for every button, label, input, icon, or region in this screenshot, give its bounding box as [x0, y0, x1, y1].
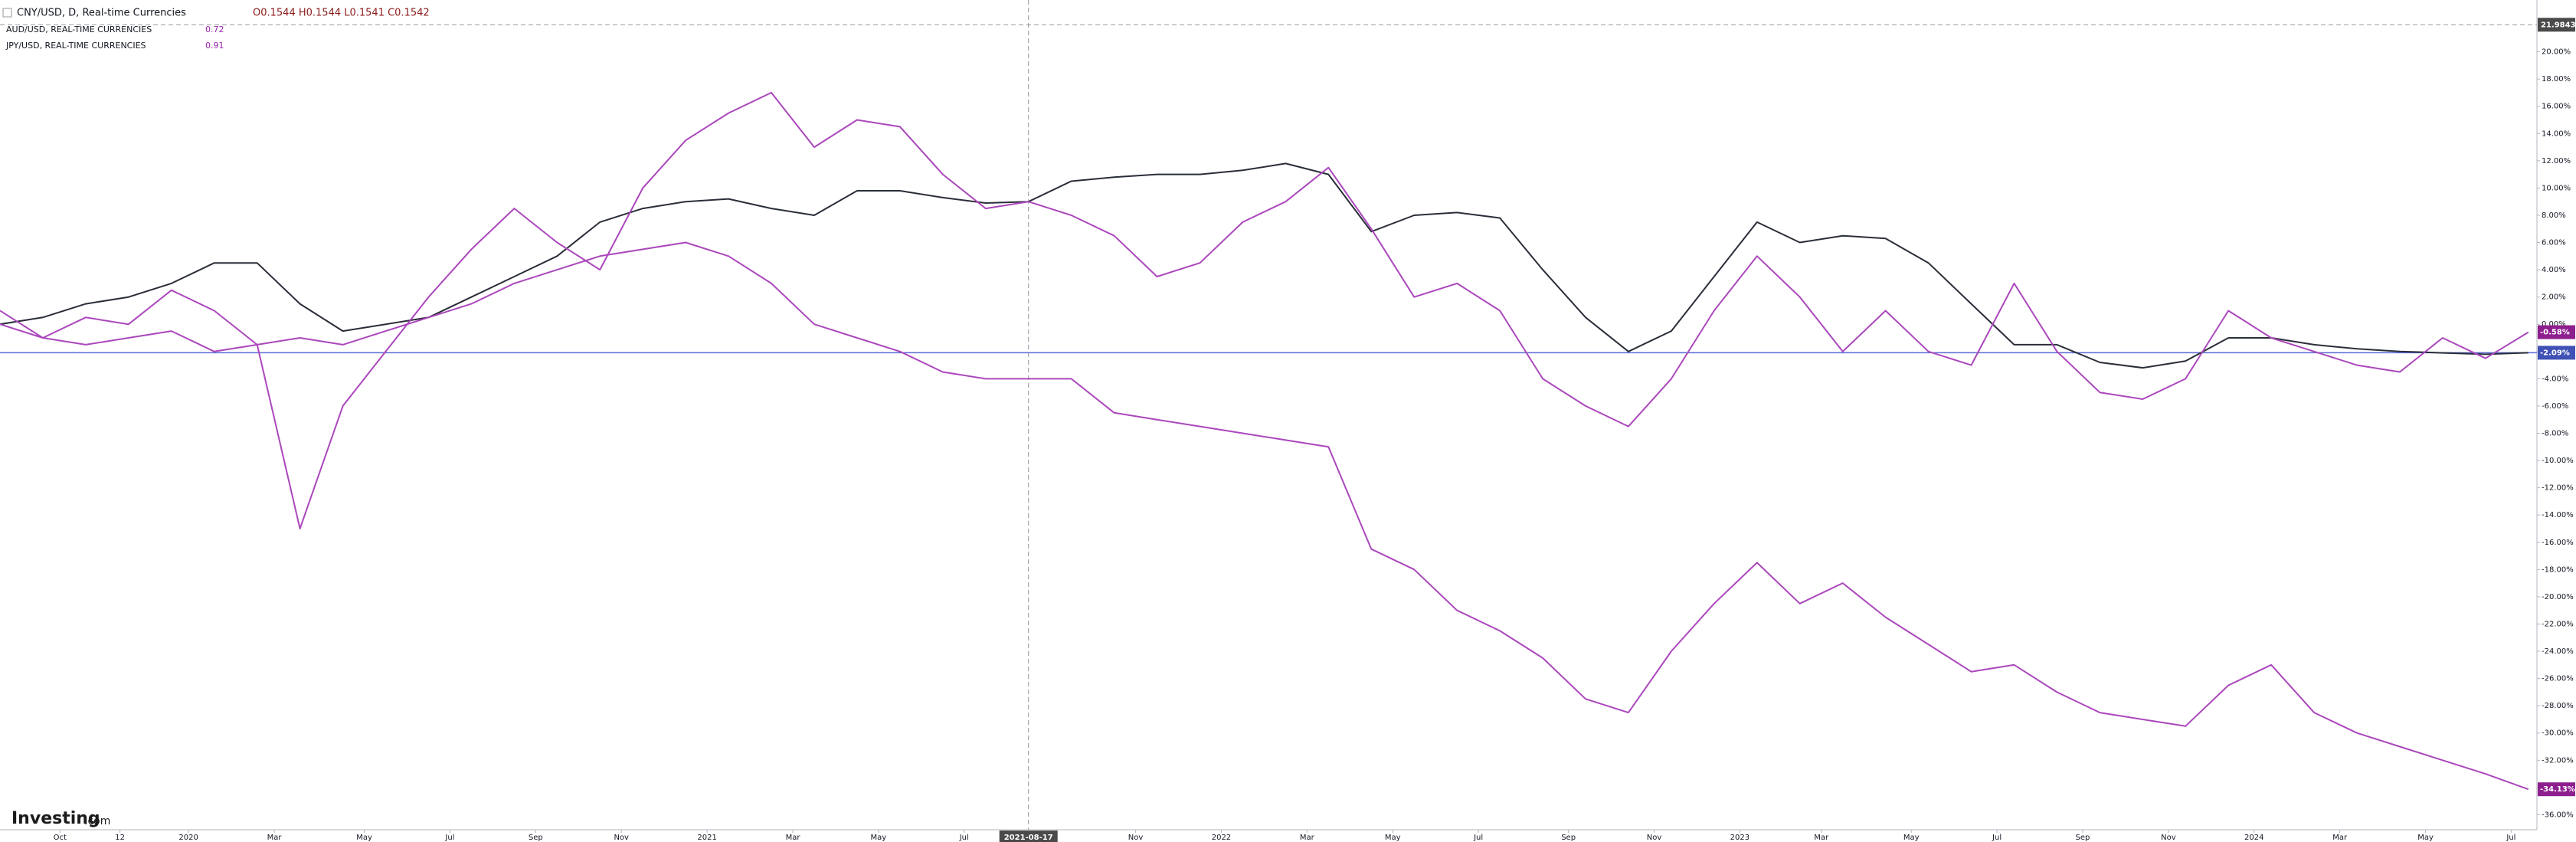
x-tick-label: 2023 [1730, 834, 1750, 842]
x-tick-label: Sep [1561, 834, 1576, 842]
x-tick-label: Jul [1992, 834, 2002, 842]
last-value-label: -0.58% [2540, 329, 2570, 337]
x-tick-label: Mar [1814, 834, 1829, 842]
y-tick-label: -6.00% [2542, 402, 2568, 411]
x-tick-label: Nov [2161, 834, 2176, 842]
y-tick-label: -16.00% [2542, 539, 2574, 547]
watermark-brand: Investing [11, 809, 100, 828]
y-tick-label: -22.00% [2542, 620, 2574, 628]
x-tick-label: 2022 [1212, 834, 1231, 842]
y-tick-label: -30.00% [2542, 729, 2574, 738]
x-tick-label: 12 [115, 834, 125, 842]
last-value-label-bg [2538, 782, 2575, 797]
x-tick-label: Oct [54, 834, 67, 842]
crosshair-x-label-bg [999, 831, 1058, 842]
last-value-label-bg [2538, 325, 2575, 339]
x-tick-label: May [2417, 834, 2434, 842]
y-tick-label: 12.00% [2542, 157, 2571, 165]
x-tick-label: 2020 [178, 834, 198, 842]
watermark: Investing .com [11, 809, 110, 828]
y-tick-label: -18.00% [2542, 565, 2574, 574]
y-tick-label: -4.00% [2542, 375, 2568, 383]
y-tick-label: -14.00% [2542, 511, 2574, 519]
x-tick-label: Nov [1128, 834, 1144, 842]
legend-value: 0.91 [205, 41, 224, 51]
x-tick-label: Nov [1647, 834, 1662, 842]
y-tick-label: -24.00% [2542, 647, 2574, 656]
y-tick-label: -20.00% [2542, 593, 2574, 601]
y-tick-label: -8.00% [2542, 430, 2568, 438]
legend-entry: AUD/USD, REAL-TIME CURRENCIES [6, 25, 152, 34]
x-tick-label: 2024 [2244, 834, 2263, 842]
legend-icon [2, 8, 12, 18]
y-tick-label: 14.00% [2542, 129, 2571, 138]
y-tick-label: 6.00% [2542, 239, 2566, 247]
x-tick-label: Nov [614, 834, 629, 842]
crosshair-y-label-bg [2538, 18, 2575, 32]
crosshair-x-label: 2021-08-17 [1004, 834, 1053, 842]
x-tick-label: May [1385, 834, 1401, 842]
x-tick-label: May [871, 834, 887, 842]
x-tick-label: Sep [2076, 834, 2090, 842]
y-tick-label: -12.00% [2542, 484, 2574, 493]
series-line [0, 241, 2529, 791]
legend-value: O0.1544 H0.1544 L0.1541 C0.1542 [253, 8, 430, 19]
y-tick-label: 10.00% [2542, 184, 2571, 192]
y-tick-label: 20.00% [2542, 48, 2571, 57]
x-tick-label: May [356, 834, 372, 842]
x-tick-label: Jul [2506, 834, 2515, 842]
y-tick-label: 0.00% [2542, 320, 2566, 329]
x-tick-label: Mar [267, 834, 283, 842]
y-tick-label: -28.00% [2542, 702, 2574, 710]
y-tick-label: 16.00% [2542, 103, 2571, 111]
legend-entry: CNY/USD, D, Real-time Currencies [17, 8, 186, 19]
y-tick-label: 8.00% [2542, 211, 2566, 220]
x-tick-label: 2021 [697, 834, 716, 842]
x-tick-label: Jul [444, 834, 454, 842]
y-tick-label: 4.00% [2542, 266, 2566, 274]
y-tick-label: 2.00% [2542, 293, 2566, 302]
x-tick-label: Sep [529, 834, 543, 842]
x-tick-label: Mar [1300, 834, 1315, 842]
y-tick-label: 18.00% [2542, 75, 2571, 84]
x-tick-label: May [1903, 834, 1920, 842]
x-tick-label: Mar [2332, 834, 2348, 842]
last-value-label: -34.13% [2540, 785, 2575, 794]
y-tick-label: -36.00% [2542, 811, 2574, 819]
last-value-label-bg [2538, 346, 2575, 360]
crosshair-y-label: 21.9843 [2541, 21, 2576, 29]
y-tick-label: -26.00% [2542, 675, 2574, 683]
y-tick-label: -32.00% [2542, 756, 2574, 765]
last-value-label: -2.09% [2540, 349, 2570, 357]
x-tick-label: Jul [1473, 834, 1483, 842]
x-tick-label: Mar [786, 834, 801, 842]
series-line [0, 91, 2529, 529]
watermark-suffix: .com [84, 815, 110, 827]
legend: CNY/USD, D, Real-time Currencies O0.1544… [2, 8, 430, 51]
x-tick-label: Jul [959, 834, 969, 842]
legend-value: 0.72 [205, 25, 224, 34]
y-tick-label: -10.00% [2542, 457, 2574, 465]
legend-entry: JPY/USD, REAL-TIME CURRENCIES [5, 41, 146, 51]
series-line [0, 162, 2529, 369]
